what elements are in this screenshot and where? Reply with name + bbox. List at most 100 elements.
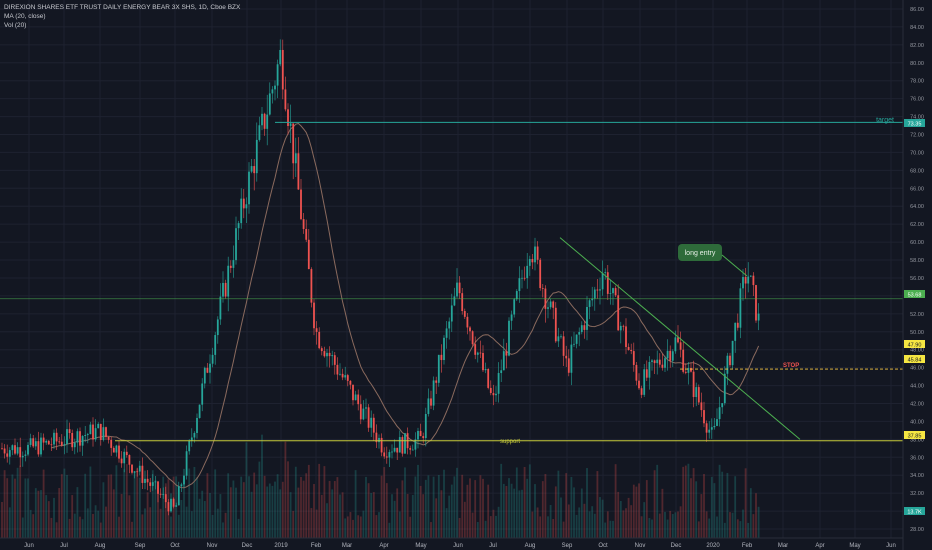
volume-bar	[562, 521, 565, 538]
volume-bar	[190, 511, 193, 538]
candle-body	[34, 441, 37, 447]
x-tick-label: Aug	[525, 543, 536, 549]
volume-bar	[180, 499, 183, 538]
candle-body	[216, 319, 219, 336]
candle-body	[463, 311, 466, 317]
x-tick-label: Jun	[886, 543, 896, 549]
candle-body	[749, 275, 752, 277]
volume-bar	[81, 519, 84, 538]
volume-bar	[326, 503, 328, 538]
volume-bar	[440, 490, 443, 538]
candle-body	[318, 331, 321, 349]
candle-body	[609, 293, 612, 294]
volume-bar	[110, 474, 113, 538]
candle-body	[222, 282, 224, 297]
long-entry-callout[interactable]: long entry	[678, 244, 748, 277]
volume-bar	[235, 487, 237, 538]
candle-body	[534, 246, 536, 263]
volume-bar	[79, 516, 81, 538]
volume-bar	[58, 488, 61, 538]
candle-body	[131, 464, 133, 473]
volume-bar	[372, 492, 375, 538]
candle-body	[16, 447, 19, 454]
candle-body	[141, 465, 144, 483]
candle-body	[580, 325, 583, 333]
candle-body	[292, 123, 295, 164]
volume-bar	[424, 479, 427, 538]
volume-bar	[612, 520, 614, 538]
volume-bar	[710, 476, 713, 538]
x-tick-label: Apr	[815, 543, 824, 549]
volume-bar	[705, 511, 708, 538]
candle-body	[172, 498, 175, 507]
candle-body	[721, 403, 724, 408]
candle-body	[417, 430, 419, 440]
candle-body	[653, 360, 656, 364]
candle-body	[385, 456, 388, 458]
price-axis[interactable]	[903, 0, 932, 550]
candle-body	[112, 447, 115, 453]
candle-body	[658, 359, 661, 365]
candle-body	[398, 437, 401, 453]
volume-bar	[216, 508, 219, 538]
candle-body	[596, 289, 599, 291]
candle-body	[419, 430, 422, 437]
volume-bar	[146, 492, 149, 538]
volume-bar	[336, 477, 339, 538]
candle-body	[723, 373, 726, 404]
candle-body	[588, 300, 591, 307]
volume-bar	[211, 514, 214, 538]
target-label: target	[876, 117, 894, 124]
candle-body	[489, 387, 492, 394]
volume-bar	[66, 474, 68, 538]
volume-bar	[40, 490, 42, 538]
volume-bar	[201, 490, 204, 538]
volume-bar	[42, 469, 45, 538]
volume-bar	[643, 502, 646, 538]
candle-body	[58, 441, 61, 443]
stop-label: STOP	[783, 363, 799, 369]
volume-bar	[76, 487, 79, 538]
candle-body	[487, 368, 490, 388]
volume-bar	[307, 464, 310, 538]
candle-body	[427, 398, 430, 414]
volume-bar	[575, 514, 578, 538]
volume-bar	[8, 507, 11, 538]
volume-bar	[94, 505, 97, 538]
volume-bar	[112, 489, 115, 538]
candle-body	[549, 301, 552, 308]
trendline[interactable]	[559, 237, 801, 440]
x-tick-label: May	[849, 543, 860, 549]
candle-body	[450, 305, 453, 322]
volume-bar	[731, 512, 734, 538]
candle-body	[562, 336, 565, 356]
volume-bar	[526, 478, 529, 538]
candle-body	[40, 437, 42, 455]
candle-body	[79, 431, 81, 446]
volume-bar	[591, 506, 594, 538]
candle-body	[86, 434, 89, 436]
candle-body	[287, 109, 289, 126]
candle-body	[193, 432, 196, 438]
y-tick-label: 46.00	[910, 366, 924, 372]
candle-body	[307, 239, 310, 270]
volume-bar	[271, 485, 274, 538]
volume-bar	[157, 485, 159, 538]
candle-body	[515, 291, 518, 300]
candle-body	[261, 113, 263, 126]
volume-bar	[580, 488, 583, 538]
volume-bar	[697, 521, 700, 538]
candle-body	[443, 337, 445, 361]
candle-body	[367, 407, 370, 428]
candle-body	[29, 438, 32, 445]
volume-bar	[365, 476, 367, 538]
volume-bar	[102, 482, 105, 538]
candle-body	[510, 314, 513, 321]
candle-body	[625, 326, 627, 347]
candle-body	[180, 484, 183, 487]
candle-body	[742, 277, 744, 289]
candle-body	[92, 424, 94, 440]
candle-body	[196, 417, 198, 433]
volume-bar	[547, 516, 549, 538]
